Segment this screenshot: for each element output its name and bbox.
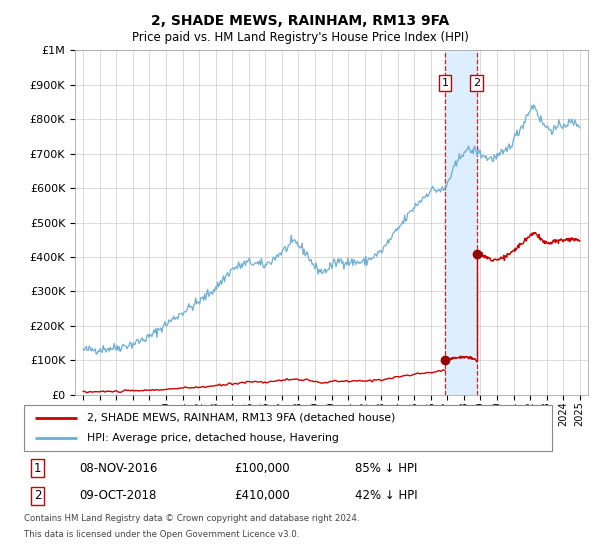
FancyBboxPatch shape — [24, 405, 552, 451]
Text: Price paid vs. HM Land Registry's House Price Index (HPI): Price paid vs. HM Land Registry's House … — [131, 31, 469, 44]
Text: HPI: Average price, detached house, Havering: HPI: Average price, detached house, Have… — [88, 433, 339, 443]
Text: 2: 2 — [473, 78, 481, 88]
Text: 2, SHADE MEWS, RAINHAM, RM13 9FA (detached house): 2, SHADE MEWS, RAINHAM, RM13 9FA (detach… — [88, 413, 396, 423]
Text: 1: 1 — [34, 461, 41, 475]
Text: £100,000: £100,000 — [234, 461, 289, 475]
Text: 42% ↓ HPI: 42% ↓ HPI — [355, 489, 418, 502]
Text: Contains HM Land Registry data © Crown copyright and database right 2024.: Contains HM Land Registry data © Crown c… — [24, 514, 359, 523]
Text: This data is licensed under the Open Government Licence v3.0.: This data is licensed under the Open Gov… — [24, 530, 299, 539]
Text: 09-OCT-2018: 09-OCT-2018 — [79, 489, 157, 502]
Text: 08-NOV-2016: 08-NOV-2016 — [79, 461, 158, 475]
Bar — [445, 50, 477, 395]
Text: 2: 2 — [34, 489, 41, 502]
Text: 85% ↓ HPI: 85% ↓ HPI — [355, 461, 418, 475]
Text: 1: 1 — [442, 78, 449, 88]
Text: £410,000: £410,000 — [234, 489, 290, 502]
Text: 2, SHADE MEWS, RAINHAM, RM13 9FA: 2, SHADE MEWS, RAINHAM, RM13 9FA — [151, 14, 449, 28]
